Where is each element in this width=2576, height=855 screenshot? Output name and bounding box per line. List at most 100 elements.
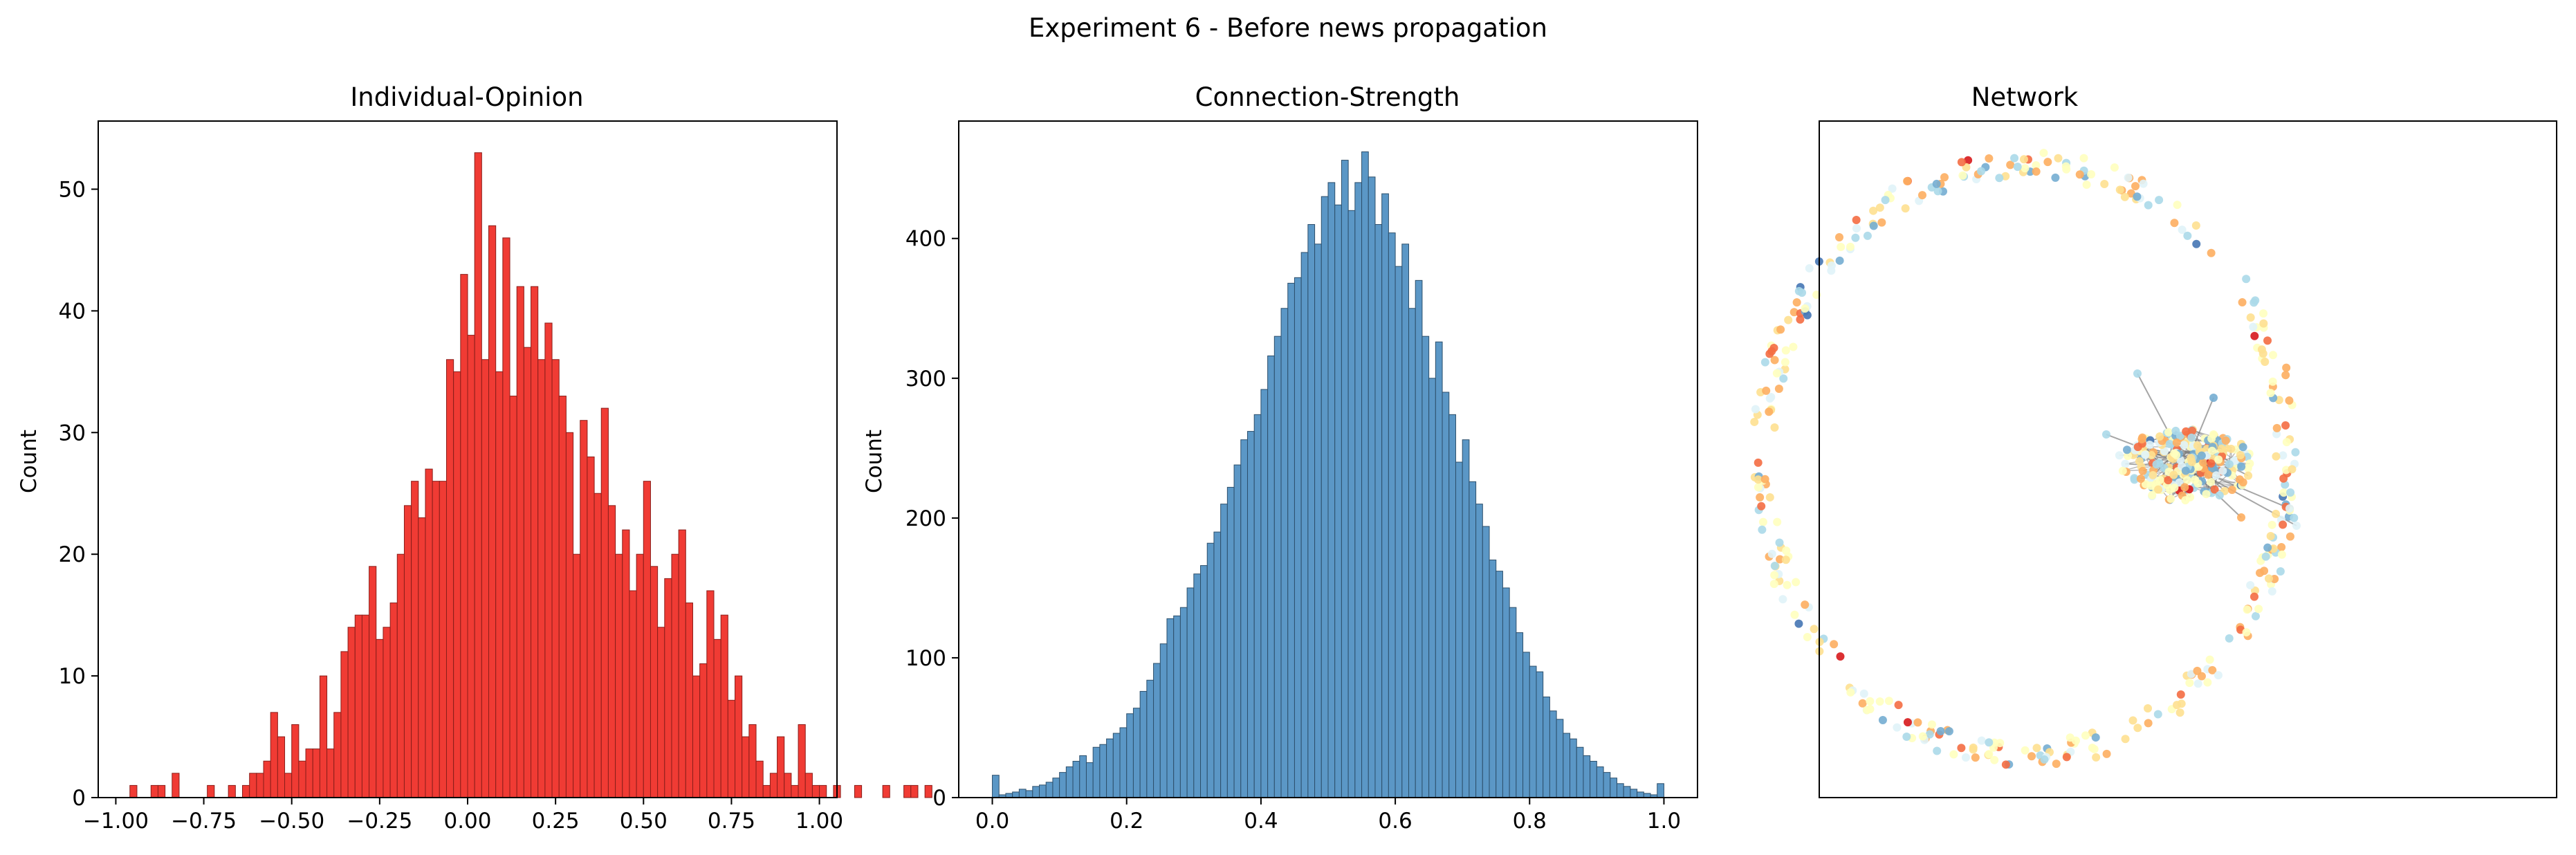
- histogram-bar: [1603, 772, 1611, 798]
- histogram-bar: [488, 225, 497, 798]
- network-node: [2172, 450, 2181, 459]
- histogram-bar: [1132, 708, 1141, 798]
- network-node: [1957, 744, 1966, 753]
- histogram-bar: [607, 505, 616, 798]
- panel-title-opinion: Individual-Opinion: [350, 82, 583, 112]
- histogram-bar: [249, 773, 257, 798]
- histogram-bar: [1610, 778, 1617, 798]
- histogram-bar: [1435, 341, 1443, 798]
- network-node: [2251, 612, 2260, 620]
- network-node: [1985, 154, 1994, 163]
- network-node: [2169, 470, 2178, 479]
- network-node: [1866, 697, 1875, 706]
- histogram-bar: [369, 566, 377, 798]
- histogram-bar: [587, 456, 595, 798]
- histogram-bar: [1300, 252, 1309, 798]
- network-node: [2267, 587, 2276, 596]
- histogram-bar: [1347, 210, 1356, 798]
- histogram-bar: [1045, 782, 1054, 798]
- histogram-bar: [502, 237, 510, 798]
- network-node: [2206, 477, 2215, 486]
- histogram-bar: [1112, 733, 1121, 798]
- x-tick-label: −1.00: [83, 809, 149, 834]
- network-node: [2118, 466, 2127, 475]
- histogram-bar: [798, 724, 806, 798]
- y-axis-label-opinion: Count: [17, 430, 42, 493]
- histogram-bar: [769, 773, 778, 798]
- histogram-bar: [1226, 486, 1235, 798]
- network-node: [1754, 475, 1763, 484]
- network-node: [2141, 450, 2150, 459]
- network-node: [2180, 483, 2189, 492]
- histogram-bar: [1657, 783, 1664, 798]
- histogram-bar: [1549, 710, 1557, 798]
- histogram-bar: [425, 468, 433, 798]
- network-node: [2277, 550, 2286, 559]
- histogram-bar: [1025, 790, 1033, 798]
- histogram-bar: [910, 784, 919, 798]
- histogram-bar: [1448, 414, 1456, 798]
- network-node: [1977, 736, 1986, 745]
- network-node: [1927, 720, 1936, 729]
- histogram-bar: [636, 553, 644, 798]
- network-node: [2191, 221, 2200, 230]
- histogram-bar: [1153, 663, 1161, 798]
- network-node: [1836, 652, 1845, 661]
- network-node: [2092, 753, 2101, 762]
- network-node: [2019, 155, 2028, 164]
- network-node: [2100, 180, 2109, 189]
- histogram-bar: [1543, 697, 1550, 798]
- histogram-bar: [1489, 559, 1497, 798]
- network-node: [2245, 459, 2254, 468]
- network-node: [2215, 491, 2224, 500]
- network-node: [2182, 476, 2191, 485]
- histogram-bar: [699, 663, 708, 798]
- histogram-bar: [1354, 182, 1363, 798]
- histogram-bar: [396, 553, 405, 798]
- histogram-bar: [706, 590, 715, 798]
- network-node: [2225, 634, 2234, 643]
- network-node: [2261, 552, 2270, 561]
- network-node: [1877, 218, 1886, 227]
- network-node: [1940, 173, 1949, 182]
- histogram-bar: [713, 638, 721, 798]
- strength-plot-frame: [958, 120, 1698, 798]
- network-node: [1830, 640, 1839, 649]
- network-node: [2257, 345, 2266, 354]
- network-node: [2214, 455, 2223, 464]
- network-node: [1852, 216, 1861, 225]
- network-node: [1944, 727, 1953, 736]
- network-node: [1977, 167, 1986, 176]
- histogram-bar: [1039, 784, 1047, 798]
- network-node: [1961, 753, 1970, 762]
- network-node: [2218, 466, 2227, 475]
- panel-title-network: Network: [1971, 82, 2079, 112]
- histogram-bar: [643, 481, 651, 798]
- network-node: [2006, 160, 2015, 169]
- x-tick-label: 0.75: [708, 809, 755, 834]
- network-node: [2250, 592, 2258, 601]
- histogram-bar: [1119, 727, 1128, 798]
- network-node: [2180, 441, 2189, 450]
- histogram-bar: [992, 775, 1000, 798]
- network-node: [1784, 315, 1793, 324]
- network-node: [1925, 730, 1934, 739]
- x-tick-label: 1.00: [795, 809, 843, 834]
- network-node: [2183, 231, 2192, 240]
- histogram-bar: [453, 371, 461, 798]
- network-node: [1990, 755, 1999, 764]
- histogram-bar: [784, 773, 792, 798]
- network-node: [2131, 182, 2140, 191]
- histogram-bar: [523, 347, 532, 798]
- network-node: [1770, 561, 1779, 570]
- network-node: [1792, 298, 1801, 307]
- network-node: [2246, 313, 2255, 322]
- histogram-bar: [903, 784, 912, 798]
- network-node: [1770, 423, 1779, 432]
- network-node: [2208, 665, 2217, 674]
- histogram-bar: [762, 784, 771, 798]
- network-node: [1803, 311, 1812, 320]
- network-node: [1869, 221, 1878, 230]
- histogram-bar: [129, 784, 138, 798]
- network-node: [2279, 488, 2288, 497]
